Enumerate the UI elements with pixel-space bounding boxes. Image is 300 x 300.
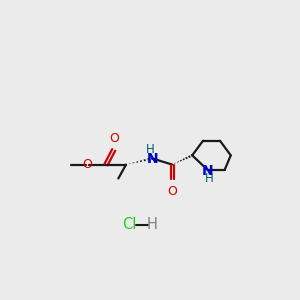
Text: H: H bbox=[146, 143, 154, 157]
Text: Cl: Cl bbox=[122, 217, 136, 232]
Text: H: H bbox=[147, 217, 158, 232]
Text: H: H bbox=[205, 172, 214, 185]
Text: N: N bbox=[146, 152, 158, 166]
Text: O: O bbox=[109, 132, 118, 145]
Text: N: N bbox=[202, 164, 214, 178]
Text: O: O bbox=[167, 184, 177, 198]
Text: O: O bbox=[82, 158, 92, 171]
